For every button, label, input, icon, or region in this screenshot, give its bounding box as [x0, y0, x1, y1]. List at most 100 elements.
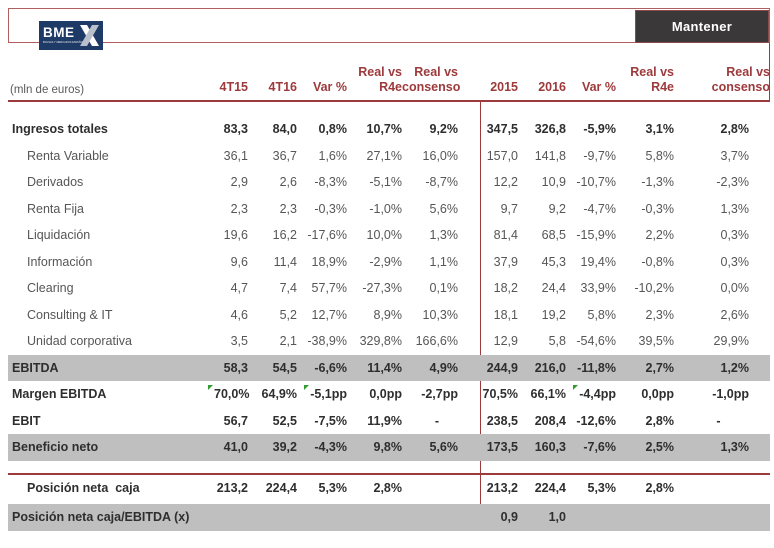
row-label: Renta Variable: [27, 148, 109, 163]
cell: 3,5: [230, 334, 248, 348]
cell: 11,9%: [367, 413, 402, 428]
table-row: Clearing 4,7 7,4 57,7% -27,3% 0,1% 18,2 24,4 33,…: [8, 275, 770, 302]
cell: 2,7%: [645, 360, 675, 375]
cell: -5,1pp: [297, 381, 347, 408]
cell: 0,0pp: [369, 387, 402, 401]
cell: -2,7pp: [421, 387, 458, 401]
cell: 1,2%: [720, 360, 750, 375]
cell: 1,3%: [720, 201, 750, 216]
cell: -10,2%: [634, 281, 674, 295]
cell: 2,8%: [720, 122, 750, 136]
cell: 141,8: [534, 148, 566, 163]
cell: -38,9%: [307, 334, 347, 348]
cell: -10,7%: [576, 175, 616, 189]
column-header: 2015: [490, 80, 518, 95]
cell: 12,2: [493, 175, 518, 189]
cell: 70,0%: [208, 381, 249, 408]
cell: 238,5: [486, 413, 518, 428]
row-label: EBIT: [12, 413, 41, 428]
cell: 11,4%: [367, 360, 402, 375]
cell: -8,3%: [314, 175, 347, 189]
cell-spacer: [458, 355, 480, 382]
cell-spacer: [458, 116, 480, 143]
cell: 2,3%: [645, 307, 675, 322]
row-label: Información: [27, 254, 93, 269]
column-header: 2016: [538, 80, 566, 95]
cell: 166,6%: [415, 334, 458, 348]
cell: -5,9%: [583, 122, 616, 136]
cell: -1,3%: [641, 175, 674, 189]
cell: 347,5: [486, 122, 518, 136]
row-label: Posición neta caja/EBITDA (x): [12, 510, 190, 524]
cell: 5,3%: [587, 480, 617, 495]
cell: 4,6: [230, 307, 248, 322]
cell: 19,6: [223, 228, 248, 242]
table-row: Liquidación 19,6 16,2 -17,6% 10,0% 1,3% 81,4 68…: [8, 222, 770, 249]
cell: 70,5%: [482, 387, 518, 401]
cell-spacer: [458, 328, 480, 355]
row-label: Renta Fija: [27, 201, 84, 216]
cell: 9,2: [548, 201, 566, 216]
cell: [674, 504, 749, 531]
cell-spacer: [458, 408, 480, 435]
row-label: Ingresos totales: [12, 122, 108, 136]
flag-icon: [208, 385, 213, 390]
cell: -2,3%: [716, 175, 749, 189]
table-row: Posición neta caja/EBITDA (x) 0,9 1,0: [8, 504, 770, 531]
table-row: Posición neta caja 213,2 224,4 5,3% 2,8% 213,…: [8, 472, 770, 502]
cell: -27,3%: [362, 281, 402, 295]
cell: 329,8%: [359, 334, 402, 348]
column-header: Var %: [312, 80, 347, 95]
column-header: 4T16: [268, 80, 298, 95]
cell: 84,0: [272, 122, 297, 136]
cell: -54,6%: [576, 334, 616, 348]
cell: 157,0: [486, 148, 518, 163]
half-year-divider: [480, 102, 481, 531]
cell: 10,3%: [422, 307, 458, 322]
column-header: Real vs consenso: [402, 64, 461, 95]
cell: 54,5: [272, 360, 297, 375]
cell-spacer: [458, 275, 480, 302]
row-label: EBITDA: [12, 360, 59, 375]
cell-spacer: [458, 169, 480, 196]
cell: 1,6%: [318, 148, 348, 163]
cell: -0,3%: [641, 201, 674, 216]
cell: 2,5%: [645, 440, 675, 454]
cell: 8,9%: [373, 307, 403, 322]
cell: [674, 475, 749, 502]
cell: -4,7%: [583, 201, 616, 216]
cell: 19,2: [541, 307, 566, 322]
cell: 5,8%: [645, 148, 675, 163]
table-row: Ingresos totales 83,3 84,0 0,8% 10,7% 9,2% 347…: [8, 116, 770, 143]
cell: 16,2: [272, 228, 297, 242]
cell: 0,3%: [720, 228, 750, 242]
rating-badge-mantener[interactable]: Mantener: [635, 10, 769, 43]
cell: -7,5%: [314, 413, 347, 428]
table-row: Renta Fija 2,3 2,3 -0,3% -1,0% 5,6% 9,7 9,2 -4,7…: [8, 196, 770, 223]
cell: 66,1%: [530, 387, 566, 401]
cell: [566, 504, 616, 531]
cell: [402, 504, 458, 531]
cell: [347, 504, 402, 531]
cell: 213,2: [216, 480, 248, 495]
table-row: Información 9,6 11,4 18,9% -2,9% 1,1% 37,9 45,3…: [8, 249, 770, 276]
cell: 9,6: [230, 254, 248, 269]
cell: 16,0%: [422, 148, 458, 163]
cell: 27,1%: [366, 148, 402, 163]
cell: 9,7: [500, 201, 518, 216]
cell: 208,4: [534, 413, 566, 428]
cell: -12,6%: [576, 413, 616, 428]
cell-spacer: [458, 196, 480, 223]
right-edge-line: [769, 43, 770, 101]
cell: 5,2: [279, 307, 297, 322]
cell: 2,3: [230, 201, 248, 216]
cell: -7,6%: [583, 440, 616, 454]
cell: 24,4: [541, 281, 566, 295]
cell: 29,9%: [713, 334, 749, 348]
column-header: 4T15: [219, 80, 249, 95]
table-header: (mln de euros) 4T15 4T16 Var % Real vs R4e Re…: [8, 46, 770, 96]
cell: 57,7%: [311, 281, 347, 295]
cell: -8,7%: [425, 175, 458, 189]
cell: 36,1: [223, 148, 248, 163]
